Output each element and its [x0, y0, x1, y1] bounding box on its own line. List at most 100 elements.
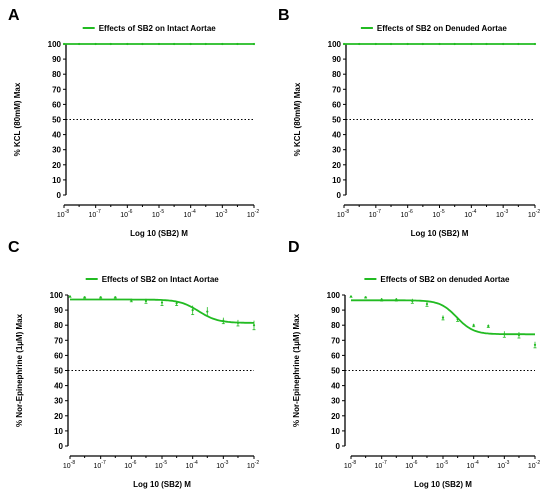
data-point	[441, 316, 445, 319]
y-tick-label: 100	[327, 291, 341, 300]
x-tick-exponent: -3	[224, 460, 229, 466]
x-tick-exponent: -8	[71, 460, 76, 466]
y-tick-label: 30	[331, 397, 340, 406]
x-tick-label: 10-2	[528, 209, 540, 219]
x-tick-base: 10	[155, 463, 163, 470]
y-axis-label: % Nor-Epinephrine (1µM) Max	[292, 313, 301, 427]
y-tick-label: 10	[332, 176, 341, 185]
y-tick-label: 10	[52, 176, 61, 185]
data-point	[252, 42, 256, 46]
x-tick-base: 10	[497, 463, 505, 470]
x-tick-label: 10-8	[63, 460, 75, 470]
data-point	[78, 42, 81, 46]
x-tick-exponent: -4	[191, 209, 196, 215]
x-tick-base: 10	[528, 463, 536, 470]
x-tick-base: 10	[337, 212, 345, 219]
y-tick-label: 70	[332, 85, 341, 94]
data-point	[517, 42, 520, 46]
y-tick-label: 60	[332, 100, 341, 109]
x-tick-exponent: -2	[255, 460, 260, 466]
data-point	[109, 42, 112, 46]
y-tick-label: 0	[337, 191, 342, 200]
x-tick-exponent: -4	[472, 209, 477, 215]
panel-letter: D	[288, 239, 300, 256]
x-tick-label: 10-6	[405, 460, 417, 470]
y-tick-label: 80	[52, 70, 61, 79]
x-tick-base: 10	[401, 212, 409, 219]
y-tick-label: 50	[332, 116, 341, 125]
y-tick-label: 40	[332, 131, 341, 140]
data-point	[517, 333, 521, 337]
x-tick-exponent: -4	[193, 460, 198, 466]
y-tick-label: 50	[331, 367, 340, 376]
data-point	[389, 42, 393, 46]
data-point	[406, 42, 409, 46]
y-tick-label: 100	[48, 40, 62, 49]
data-point	[204, 42, 207, 46]
x-tick-base: 10	[344, 463, 352, 470]
data-point	[221, 42, 224, 46]
y-axis-label: % KCL (80mM) Max	[293, 82, 302, 156]
y-tick-label: 20	[332, 161, 341, 170]
y-tick-label: 70	[331, 336, 340, 345]
x-tick-base: 10	[467, 463, 475, 470]
y-tick-label: 100	[328, 40, 342, 49]
x-tick-exponent: -2	[536, 460, 541, 466]
x-tick-base: 10	[375, 463, 383, 470]
x-tick-label: 10-5	[436, 460, 448, 470]
y-tick-label: 10	[54, 427, 63, 436]
data-point	[173, 42, 176, 46]
data-point	[349, 295, 353, 298]
x-tick-label: 10-7	[375, 460, 387, 470]
data-point	[191, 309, 194, 312]
y-tick-label: 90	[54, 306, 63, 315]
data-point	[252, 324, 256, 327]
data-point	[374, 42, 377, 46]
chart-panel-a: A Effects of SB2 on Intact Aortae 0 10 20 30 4…	[8, 7, 259, 238]
x-tick-label: 10-7	[89, 209, 101, 219]
x-tick-label: 10-7	[94, 460, 106, 470]
x-tick-exponent: -6	[132, 460, 137, 466]
y-tick-label: 90	[332, 55, 341, 64]
y-tick-label: 90	[331, 306, 340, 315]
x-tick-label: 10-2	[528, 460, 540, 470]
x-tick-exponent: -5	[444, 460, 449, 466]
data-point	[126, 42, 129, 46]
data-point	[68, 295, 72, 298]
x-axis-label: Log 10 (SB2) M	[130, 229, 188, 238]
x-tick-exponent: -7	[377, 209, 382, 215]
x-tick-exponent: -6	[128, 209, 133, 215]
y-tick-label: 20	[331, 412, 340, 421]
data-point	[380, 298, 383, 301]
data-point	[470, 42, 473, 46]
x-tick-label: 10-8	[344, 460, 356, 470]
data-point	[425, 302, 429, 306]
data-point	[83, 296, 86, 299]
x-tick-base: 10	[89, 212, 97, 219]
data-point	[114, 296, 117, 299]
data-point	[222, 319, 225, 322]
x-tick-label: 10-6	[120, 209, 132, 219]
x-tick-label: 10-3	[216, 460, 228, 470]
x-tick-exponent: -8	[65, 209, 70, 215]
legend-label: Effects of SB2 on Denuded Aortae	[377, 24, 507, 33]
data-point	[99, 296, 102, 299]
chart-panel-c: C Effects of SB2 on Intact Aortae 0 10 20 30 4…	[8, 239, 259, 489]
data-point	[502, 42, 505, 46]
x-tick-label: 10-7	[369, 209, 381, 219]
x-tick-label: 10-4	[467, 460, 479, 470]
x-tick-base: 10	[496, 212, 504, 219]
y-tick-label: 80	[331, 321, 340, 330]
panel-letter: B	[278, 7, 290, 24]
data-point	[358, 42, 361, 46]
data-point	[189, 42, 192, 46]
y-tick-label: 60	[52, 100, 61, 109]
data-point	[421, 42, 424, 46]
x-tick-base: 10	[247, 212, 255, 219]
data-point	[62, 42, 66, 46]
y-tick-label: 40	[54, 382, 63, 391]
panel-letter: C	[8, 239, 20, 256]
data-point	[141, 42, 144, 46]
y-tick-label: 40	[331, 382, 340, 391]
x-tick-label: 10-4	[464, 209, 476, 219]
